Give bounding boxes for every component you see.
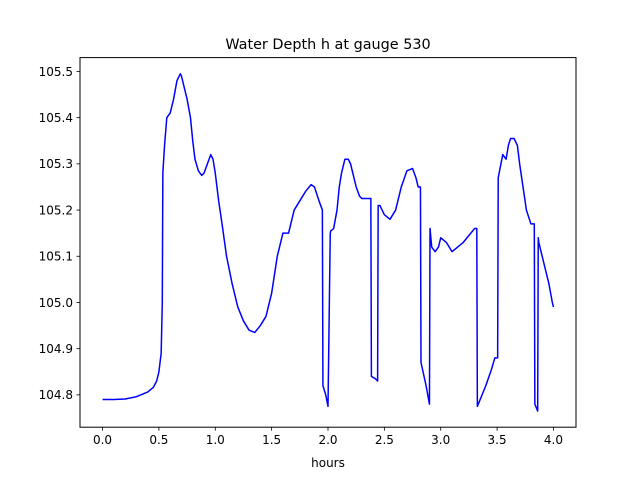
- y-tick-label: 105.5: [39, 65, 73, 79]
- y-tick-label: 104.8: [39, 388, 73, 402]
- x-tick-label: 2.5: [375, 433, 394, 447]
- x-tick-label: 4.0: [544, 433, 563, 447]
- y-tick-label: 105.1: [39, 250, 73, 264]
- y-tick-label: 104.9: [39, 342, 73, 356]
- x-axis: 0.0 0.5 1.0 1.5 2.0 2.5 3.0 3.5 4.0: [93, 427, 563, 447]
- plot-area: [102, 73, 555, 412]
- chart-title: Water Depth h at gauge 530: [225, 37, 430, 53]
- x-tick-label: 1.5: [262, 433, 281, 447]
- y-tick-label: 105.3: [39, 157, 73, 171]
- x-tick-label: 0.0: [93, 433, 112, 447]
- series-line-0: [102, 73, 555, 412]
- x-tick-label: 1.0: [206, 433, 225, 447]
- y-axis: 104.8 104.9 105.0 105.1 105.2 105.3 105.4 105.5: [39, 65, 80, 402]
- x-axis-label: hours: [311, 456, 345, 470]
- y-tick-label: 105.0: [39, 296, 73, 310]
- y-tick-label: 105.2: [39, 203, 73, 217]
- x-tick-label: 2.0: [318, 433, 337, 447]
- x-tick-label: 3.5: [488, 433, 507, 447]
- x-tick-label: 0.5: [149, 433, 168, 447]
- y-tick-label: 105.4: [39, 111, 73, 125]
- x-tick-label: 3.0: [431, 433, 450, 447]
